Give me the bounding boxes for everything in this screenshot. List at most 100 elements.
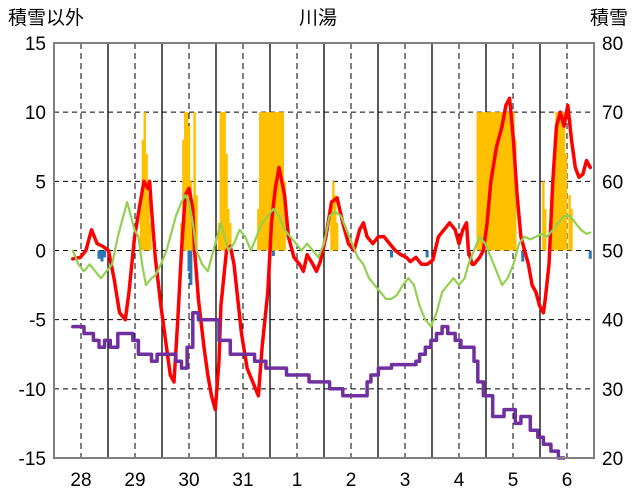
precip-bar — [500, 112, 504, 251]
precip-bar — [149, 222, 152, 251]
y-left-tick-label: 0 — [35, 242, 46, 263]
y-right-tick-label: 60 — [602, 172, 623, 193]
x-day-label: 1 — [292, 470, 303, 491]
x-day-label: 28 — [70, 470, 91, 491]
precip-bar — [506, 112, 509, 251]
precipitation-bars — [97, 112, 592, 286]
negative-bar — [103, 250, 107, 258]
x-day-label: 3 — [400, 470, 411, 491]
precip-bar — [272, 112, 275, 251]
x-day-label: 29 — [124, 470, 145, 491]
precip-bar — [495, 112, 498, 251]
x-day-label: 5 — [508, 470, 519, 491]
precip-bar — [553, 139, 556, 251]
precip-bar — [223, 112, 226, 251]
negative-bar — [588, 250, 592, 259]
y-left-tick-label: -5 — [29, 311, 46, 332]
y-right-tick-label: 30 — [602, 380, 623, 401]
precip-bar — [262, 112, 266, 251]
precip-bar — [478, 112, 481, 251]
precip-bar — [485, 112, 489, 251]
precip-bar — [480, 112, 483, 251]
temperature-line — [71, 96, 593, 412]
precip-bar — [335, 222, 339, 251]
y-left-tick-label: 5 — [35, 172, 46, 193]
precip-bar — [555, 112, 558, 251]
precip-bar — [147, 195, 150, 251]
plot-frame — [53, 42, 595, 459]
precip-bar — [268, 112, 271, 251]
precip-bar — [145, 153, 148, 251]
x-day-label: 2 — [346, 470, 357, 491]
precip-bar — [542, 181, 545, 251]
precip-bar — [266, 112, 269, 251]
series-lines — [71, 96, 593, 460]
precip-bar — [499, 112, 502, 251]
y-right-tick-label: 80 — [602, 34, 623, 55]
precip-bar — [559, 112, 562, 251]
negative-bar — [189, 250, 193, 286]
y-left-tick-label: 10 — [25, 103, 46, 124]
precip-bar — [332, 181, 335, 251]
precip-bar — [225, 153, 228, 251]
secondary-line — [71, 194, 592, 328]
precip-bar — [557, 112, 560, 251]
chart-title: 川湯 — [299, 7, 337, 29]
precip-bar — [512, 112, 515, 251]
precip-bar — [502, 112, 506, 251]
precip-bar — [568, 195, 571, 251]
precip-bar — [185, 112, 189, 251]
negative-bar — [271, 250, 275, 257]
y-right-tick-label: 20 — [602, 449, 623, 470]
precip-bar — [551, 195, 554, 251]
right-axis-title: 積雪 — [590, 7, 628, 29]
precip-bar — [283, 181, 286, 251]
precip-bar — [193, 112, 196, 251]
precip-bar — [510, 112, 513, 251]
y-right-tick-label: 50 — [602, 242, 623, 263]
precip-bar — [560, 112, 564, 251]
precip-bar — [491, 112, 494, 251]
precip-bar — [514, 139, 517, 251]
precip-bar — [493, 112, 496, 251]
precip-bar — [227, 209, 230, 251]
negative-bar — [100, 250, 104, 262]
precip-bar — [184, 112, 187, 251]
precip-bar — [195, 195, 198, 251]
precip-bar — [229, 222, 232, 251]
negative-bar — [390, 250, 393, 258]
precip-bar — [497, 112, 500, 251]
y-right-tick-label: 70 — [602, 103, 623, 124]
precip-bar — [259, 112, 262, 251]
y-left-tick-label: -10 — [19, 380, 46, 401]
negative-bar — [521, 250, 525, 262]
precip-bar — [270, 112, 273, 251]
snow-depth-line — [71, 311, 566, 460]
precip-bar — [544, 209, 547, 251]
plot-border — [53, 42, 595, 459]
precip-bar — [217, 222, 221, 251]
y-right-tick-label: 40 — [602, 311, 623, 332]
precip-bar — [570, 209, 573, 251]
precip-bar — [264, 112, 268, 251]
precip-bar — [562, 112, 566, 251]
precip-bar — [334, 195, 337, 251]
x-day-label: 6 — [562, 470, 573, 491]
x-day-label: 30 — [178, 470, 199, 491]
x-day-label: 31 — [232, 470, 253, 491]
precip-bar — [277, 112, 281, 251]
precip-bar — [482, 112, 485, 251]
negative-bar — [187, 250, 191, 272]
precip-bar — [564, 153, 568, 251]
precip-bar — [487, 112, 491, 251]
negative-bar — [425, 250, 429, 258]
precip-bar — [221, 112, 224, 251]
precip-bar — [260, 112, 264, 251]
left-axis-title: 積雪以外 — [8, 7, 84, 29]
x-day-label: 4 — [454, 470, 465, 491]
precip-bar — [504, 112, 508, 251]
precip-bar — [330, 209, 333, 251]
precip-bar — [476, 112, 479, 251]
